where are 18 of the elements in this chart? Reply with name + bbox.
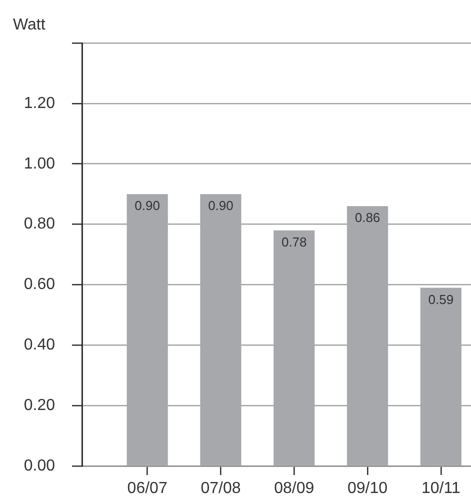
y-tick-label: 0.00	[24, 457, 56, 474]
data-label: 0.59	[428, 292, 454, 307]
data-label: 0.86	[354, 210, 380, 226]
y-tick-label: 0.60	[24, 276, 56, 294]
x-tick-label: 09/10	[347, 480, 388, 498]
y-tick-label: 0.80	[24, 216, 56, 233]
y-axis-title: Watt	[13, 16, 46, 34]
y-tick-label: 0.40	[24, 336, 56, 354]
data-label: 0.90	[208, 198, 234, 214]
y-tick-label: 1.20	[24, 94, 56, 112]
data-label: 0.78	[281, 234, 307, 250]
y-tick-label: 1.00	[24, 155, 56, 172]
y-tick-label: 0.20	[24, 396, 56, 414]
x-tick-label: 10/11	[421, 480, 460, 498]
x-tick-label: 07/08	[200, 480, 241, 498]
data-label: 0.90	[134, 198, 160, 214]
x-tick-label: 06/07	[127, 480, 168, 498]
x-tick-label: 08/09	[274, 480, 314, 498]
